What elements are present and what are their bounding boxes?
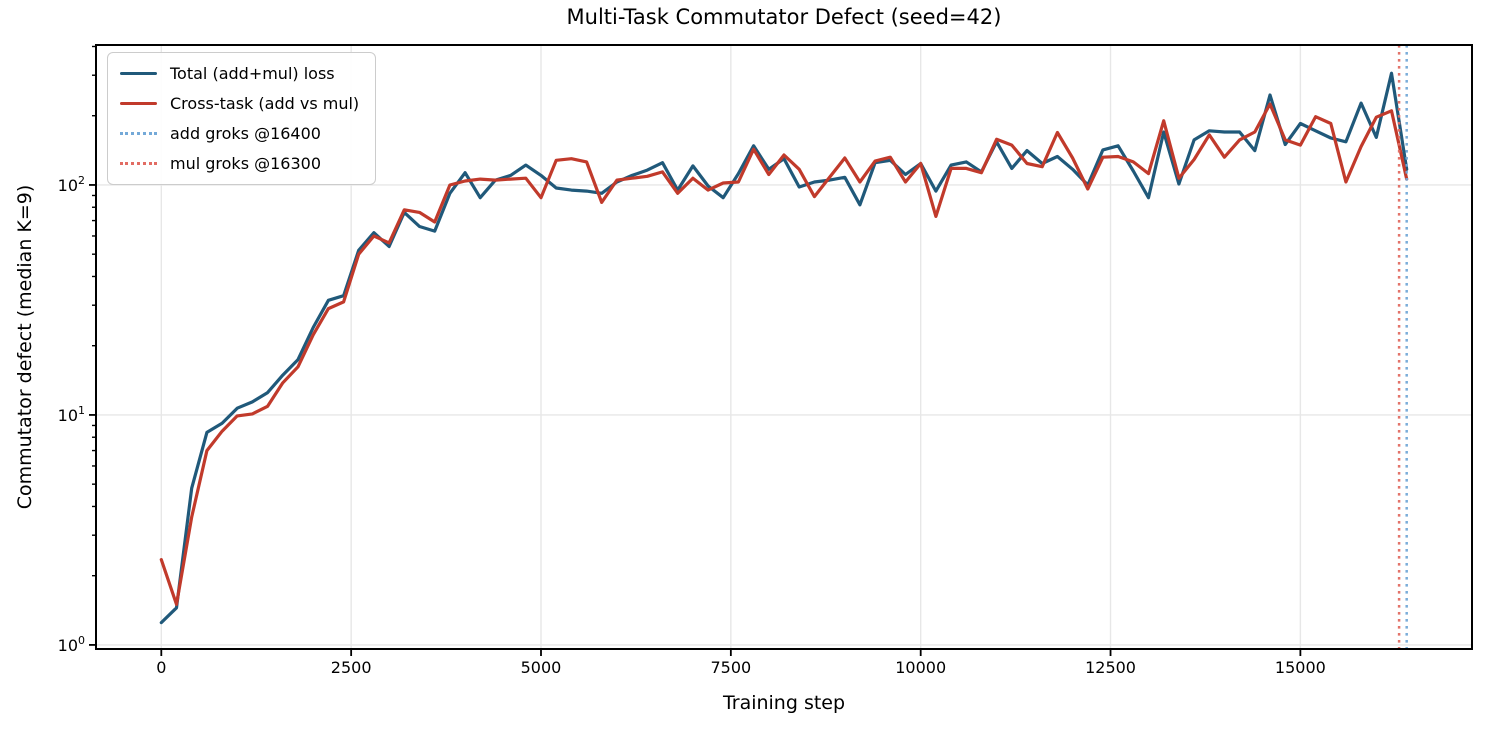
legend-item-cross-task: Cross-task (add vs mul) [120, 91, 359, 116]
legend-item-add-groks: add groks @16400 [120, 121, 359, 146]
legend: Total (add+mul) loss Cross-task (add vs … [107, 52, 377, 185]
x-tick-label: 15000 [1275, 658, 1326, 677]
y-tick-label: 101 [58, 404, 85, 425]
legend-item-mul-groks: mul groks @16300 [120, 151, 359, 176]
x-tick-label: 10000 [895, 658, 946, 677]
x-tick-label: 12500 [1085, 658, 1136, 677]
legend-label-total: Total (add+mul) loss [170, 64, 335, 83]
x-tick-label: 0 [156, 658, 166, 677]
legend-label-mul-groks: mul groks @16300 [170, 154, 322, 173]
y-tick-label: 102 [58, 174, 85, 195]
legend-line-sample-add-groks [120, 132, 157, 135]
series-line-total-loss [159, 71, 1409, 625]
legend-line-sample-total [120, 72, 157, 75]
x-axis-label: Training step [722, 692, 846, 714]
series-line-cross-task [159, 102, 1409, 607]
y-tick-label: 100 [58, 634, 85, 655]
legend-line-sample-cross [120, 102, 157, 105]
x-tick-label: 2500 [331, 658, 372, 677]
legend-item-total-loss: Total (add+mul) loss [120, 61, 359, 86]
legend-label-add-groks: add groks @16400 [170, 124, 321, 143]
axes-frame [95, 44, 1473, 650]
legend-line-sample-mul-groks [120, 162, 157, 165]
x-tick-label: 5000 [521, 658, 562, 677]
y-axis-label: Commutator defect (median K=9) [14, 184, 36, 510]
legend-label-cross: Cross-task (add vs mul) [170, 94, 360, 113]
x-tick-label: 7500 [710, 658, 751, 677]
chart-title: Multi-Task Commutator Defect (seed=42) [566, 5, 1002, 29]
